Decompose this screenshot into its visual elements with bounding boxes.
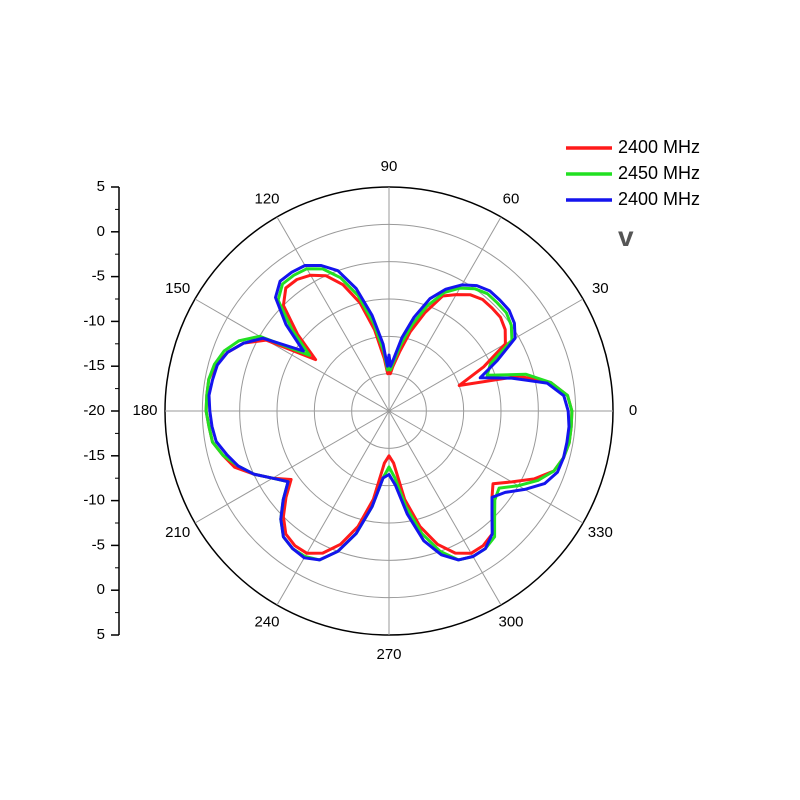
- grid-spoke: [276, 410, 390, 606]
- legend-label: 2450 MHz: [618, 163, 700, 183]
- radial-tick-label: 0: [97, 223, 105, 240]
- grid-spoke: [388, 410, 502, 606]
- series-line-3: [207, 264, 571, 562]
- angle-tick-label: 300: [498, 613, 523, 630]
- angle-tick-label: 210: [165, 524, 190, 541]
- radial-tick-label: 0: [97, 581, 105, 598]
- radial-tick-label: -20: [83, 402, 105, 419]
- grid-spoke: [194, 298, 390, 412]
- angle-tick-label: 240: [254, 613, 279, 630]
- radial-tick-label: -5: [92, 268, 105, 285]
- angle-tick-label: 150: [165, 280, 190, 297]
- radial-tick-label: -15: [83, 357, 105, 374]
- angle-tick-label: 180: [132, 402, 157, 419]
- grid-spoke: [388, 298, 584, 412]
- grid-spoke: [388, 410, 584, 524]
- radial-tick-label: 5: [97, 178, 105, 195]
- radial-tick-label: -15: [83, 447, 105, 464]
- radial-tick-label: -5: [92, 536, 105, 553]
- radial-tick-label: 5: [97, 626, 105, 643]
- radial-axis: 5 0 -5 -10 -15 -20 -15 -10 -5 0 5: [83, 178, 120, 643]
- angle-tick-label: 60: [503, 191, 520, 208]
- angle-tick-label: 30: [592, 280, 609, 297]
- angle-tick-label: 120: [254, 191, 279, 208]
- angle-tick-label: 330: [588, 524, 613, 541]
- legend-label: 2400 MHz: [618, 137, 700, 157]
- angle-tick-label: 270: [376, 646, 401, 663]
- radial-tick-label: -10: [83, 312, 105, 329]
- grid-spoke: [194, 410, 390, 524]
- grid-spoke: [276, 216, 390, 412]
- angle-tick-label: 0: [629, 402, 637, 419]
- series-group: [204, 264, 574, 562]
- polar-grid: [164, 186, 614, 636]
- legend: 2400 MHz 2450 MHz 2400 MHz: [566, 137, 700, 209]
- panel-label: v: [618, 221, 634, 252]
- grid-spoke: [388, 216, 502, 412]
- radial-tick-label: -10: [83, 492, 105, 509]
- angular-tick-labels: 0 30 60 90 120 150 180 210 240 270 300 330: [132, 158, 637, 663]
- legend-label: 2400 MHz: [618, 189, 700, 209]
- angle-tick-label: 90: [381, 158, 398, 175]
